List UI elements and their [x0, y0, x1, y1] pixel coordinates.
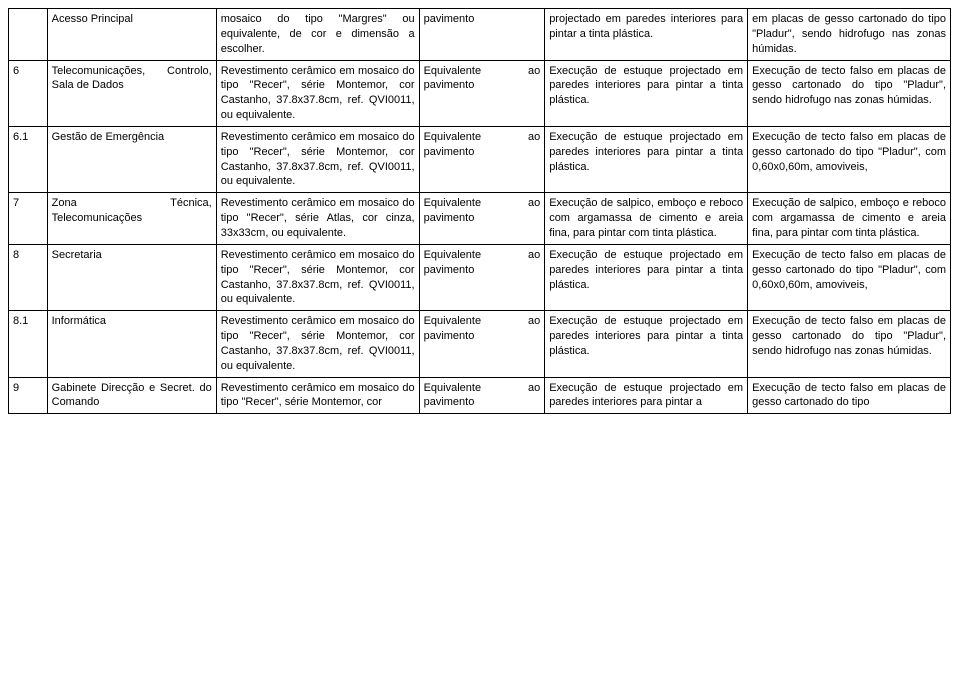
table-row: 6 Telecomunicações, Controlo, Sala de Da… [9, 60, 951, 126]
cell-room: Informática [47, 311, 216, 377]
cell-wall: Execução de estuque projectado em parede… [545, 377, 748, 414]
cell-skirt: Equivalente ao pavimento [419, 60, 545, 126]
cell-ceil: Execução de tecto falso em placas de ges… [748, 126, 951, 192]
cell-num: 8 [9, 244, 48, 310]
cell-wall: Execução de estuque projectado em parede… [545, 244, 748, 310]
cell-ceil: Execução de tecto falso em placas de ges… [748, 244, 951, 310]
cell-ceil: Execução de tecto falso em placas de ges… [748, 60, 951, 126]
cell-room: Telecomunicações, Controlo, Sala de Dado… [47, 60, 216, 126]
cell-ceil: em placas de gesso cartonado do tipo "Pl… [748, 9, 951, 61]
cell-num: 7 [9, 193, 48, 245]
cell-wall: projectado em paredes interiores para pi… [545, 9, 748, 61]
cell-room: Gabinete Direcção e Secret. do Comando [47, 377, 216, 414]
spec-table: Acesso Principal mosaico do tipo "Margre… [8, 8, 951, 414]
cell-wall: Execução de salpico, emboço e reboco com… [545, 193, 748, 245]
cell-floor: mosaico do tipo "Margres" ou equivalente… [216, 9, 419, 61]
cell-num [9, 9, 48, 61]
table-row: 8 Secretaria Revestimento cerâmico em mo… [9, 244, 951, 310]
table-row: Acesso Principal mosaico do tipo "Margre… [9, 9, 951, 61]
cell-room: Zona Técnica, Telecomunicações [47, 193, 216, 245]
cell-skirt: Equivalente ao pavimento [419, 311, 545, 377]
cell-ceil: Execução de tecto falso em placas de ges… [748, 377, 951, 414]
cell-floor: Revestimento cerâmico em mosaico do tipo… [216, 377, 419, 414]
table-row: 8.1 Informática Revestimento cerâmico em… [9, 311, 951, 377]
cell-room: Gestão de Emergência [47, 126, 216, 192]
cell-ceil: Execução de salpico, emboço e reboco com… [748, 193, 951, 245]
cell-room: Acesso Principal [47, 9, 216, 61]
cell-num: 6.1 [9, 126, 48, 192]
cell-num: 6 [9, 60, 48, 126]
cell-floor: Revestimento cerâmico em mosaico do tipo… [216, 311, 419, 377]
cell-num: 8.1 [9, 311, 48, 377]
cell-wall: Execução de estuque projectado em parede… [545, 126, 748, 192]
cell-num: 9 [9, 377, 48, 414]
cell-skirt: Equivalente ao pavimento [419, 126, 545, 192]
cell-skirt: pavimento [419, 9, 545, 61]
table-row: 9 Gabinete Direcção e Secret. do Comando… [9, 377, 951, 414]
table-row: 6.1 Gestão de Emergência Revestimento ce… [9, 126, 951, 192]
cell-wall: Execução de estuque projectado em parede… [545, 60, 748, 126]
cell-room: Secretaria [47, 244, 216, 310]
cell-skirt: Equivalente ao pavimento [419, 377, 545, 414]
cell-floor: Revestimento cerâmico em mosaico do tipo… [216, 60, 419, 126]
cell-skirt: Equivalente ao pavimento [419, 244, 545, 310]
cell-skirt: Equivalente ao pavimento [419, 193, 545, 245]
cell-floor: Revestimento cerâmico em mosaico do tipo… [216, 193, 419, 245]
table-row: 7 Zona Técnica, Telecomunicações Revesti… [9, 193, 951, 245]
cell-floor: Revestimento cerâmico em mosaico do tipo… [216, 126, 419, 192]
cell-wall: Execução de estuque projectado em parede… [545, 311, 748, 377]
cell-ceil: Execução de tecto falso em placas de ges… [748, 311, 951, 377]
table-body: Acesso Principal mosaico do tipo "Margre… [9, 9, 951, 414]
cell-floor: Revestimento cerâmico em mosaico do tipo… [216, 244, 419, 310]
